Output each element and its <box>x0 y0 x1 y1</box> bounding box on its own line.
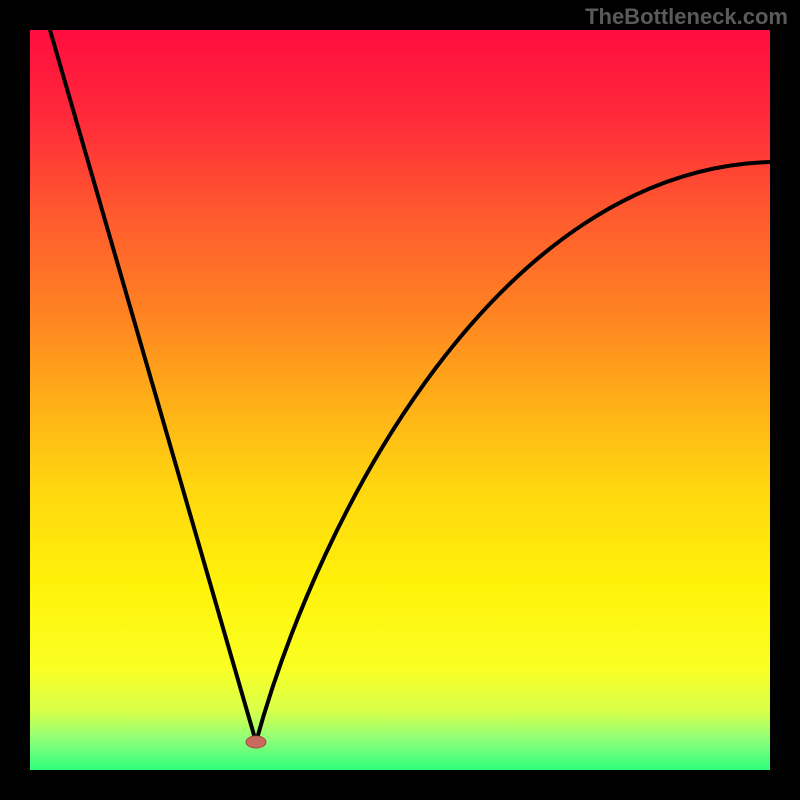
bottleneck-chart <box>0 0 800 800</box>
chart-background <box>30 30 770 770</box>
chart-svg <box>0 0 800 800</box>
optimal-point-marker <box>246 736 266 748</box>
watermark-text: TheBottleneck.com <box>585 4 788 30</box>
